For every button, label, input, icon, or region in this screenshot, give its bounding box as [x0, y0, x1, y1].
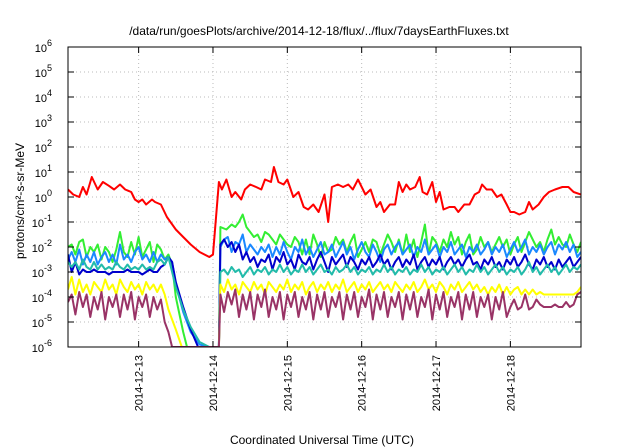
y-tick-exponent: -3 [44, 263, 52, 273]
y-axis-title: protons/cm²-s-sr-MeV [13, 143, 27, 259]
series-line-2 [68, 213, 581, 347]
y-tick-exponent: 5 [47, 63, 52, 73]
series-line-4 [68, 238, 581, 347]
y-tick-exponent: 6 [47, 38, 52, 48]
y-tick-exponent: 1 [47, 163, 52, 173]
series-line-5 [68, 256, 581, 347]
y-tick-label: 103 [35, 113, 52, 130]
chart-title: /data/run/goesPlots/archive/2014-12-18/f… [129, 24, 509, 38]
x-tick-label: 2014-12-16 [357, 355, 369, 411]
y-tick-label: 100 [35, 188, 52, 205]
y-tick-exponent: -6 [44, 338, 52, 348]
y-tick-label: 105 [35, 63, 52, 80]
x-tick-labels: 2014-12-13 2014-12-14 2014-12-15 2014-12-16… [134, 355, 518, 411]
axis-ticks [68, 46, 581, 348]
x-tick-label: 2014-12-15 [282, 355, 294, 411]
y-tick-label: 102 [35, 138, 52, 155]
y-tick-exponent: -4 [44, 288, 52, 298]
series-line-1 [68, 166, 581, 258]
series-line-3 [68, 233, 581, 347]
x-tick-label: 2014-12-17 [431, 355, 443, 411]
y-tick-label: 10-6 [32, 338, 52, 355]
y-tick-label: 10-4 [32, 288, 52, 305]
y-tick-exponent: 4 [47, 88, 52, 98]
y-tick-exponent: -1 [44, 213, 52, 223]
y-tick-label: 10-1 [32, 213, 52, 230]
y-tick-label: 106 [35, 38, 52, 55]
y-tick-label: 10-2 [32, 238, 52, 255]
y-tick-label: 101 [35, 163, 52, 180]
y-tick-label: 10-5 [32, 313, 52, 330]
y-tick-exponent: -5 [44, 313, 52, 323]
series-line-7 [68, 288, 581, 347]
x-axis-title: Coordinated Universal Time (UTC) [230, 433, 414, 447]
y-tick-exponent: -2 [44, 238, 52, 248]
y-tick-label: 104 [35, 88, 52, 105]
series-line-6 [68, 276, 581, 347]
y-tick-exponent: 3 [47, 113, 52, 123]
x-tick-label: 2014-12-18 [505, 355, 517, 411]
x-tick-label: 2014-12-13 [134, 355, 146, 411]
series-lines [68, 166, 581, 347]
x-tick-label: 2014-12-14 [208, 355, 220, 411]
y-tick-exponent: 0 [47, 188, 52, 198]
y-tick-exponent: 2 [47, 138, 52, 148]
y-tick-label: 10-3 [32, 263, 52, 280]
y-tick-labels: 10-610-510-410-310-210-11001011021031041… [32, 38, 52, 355]
